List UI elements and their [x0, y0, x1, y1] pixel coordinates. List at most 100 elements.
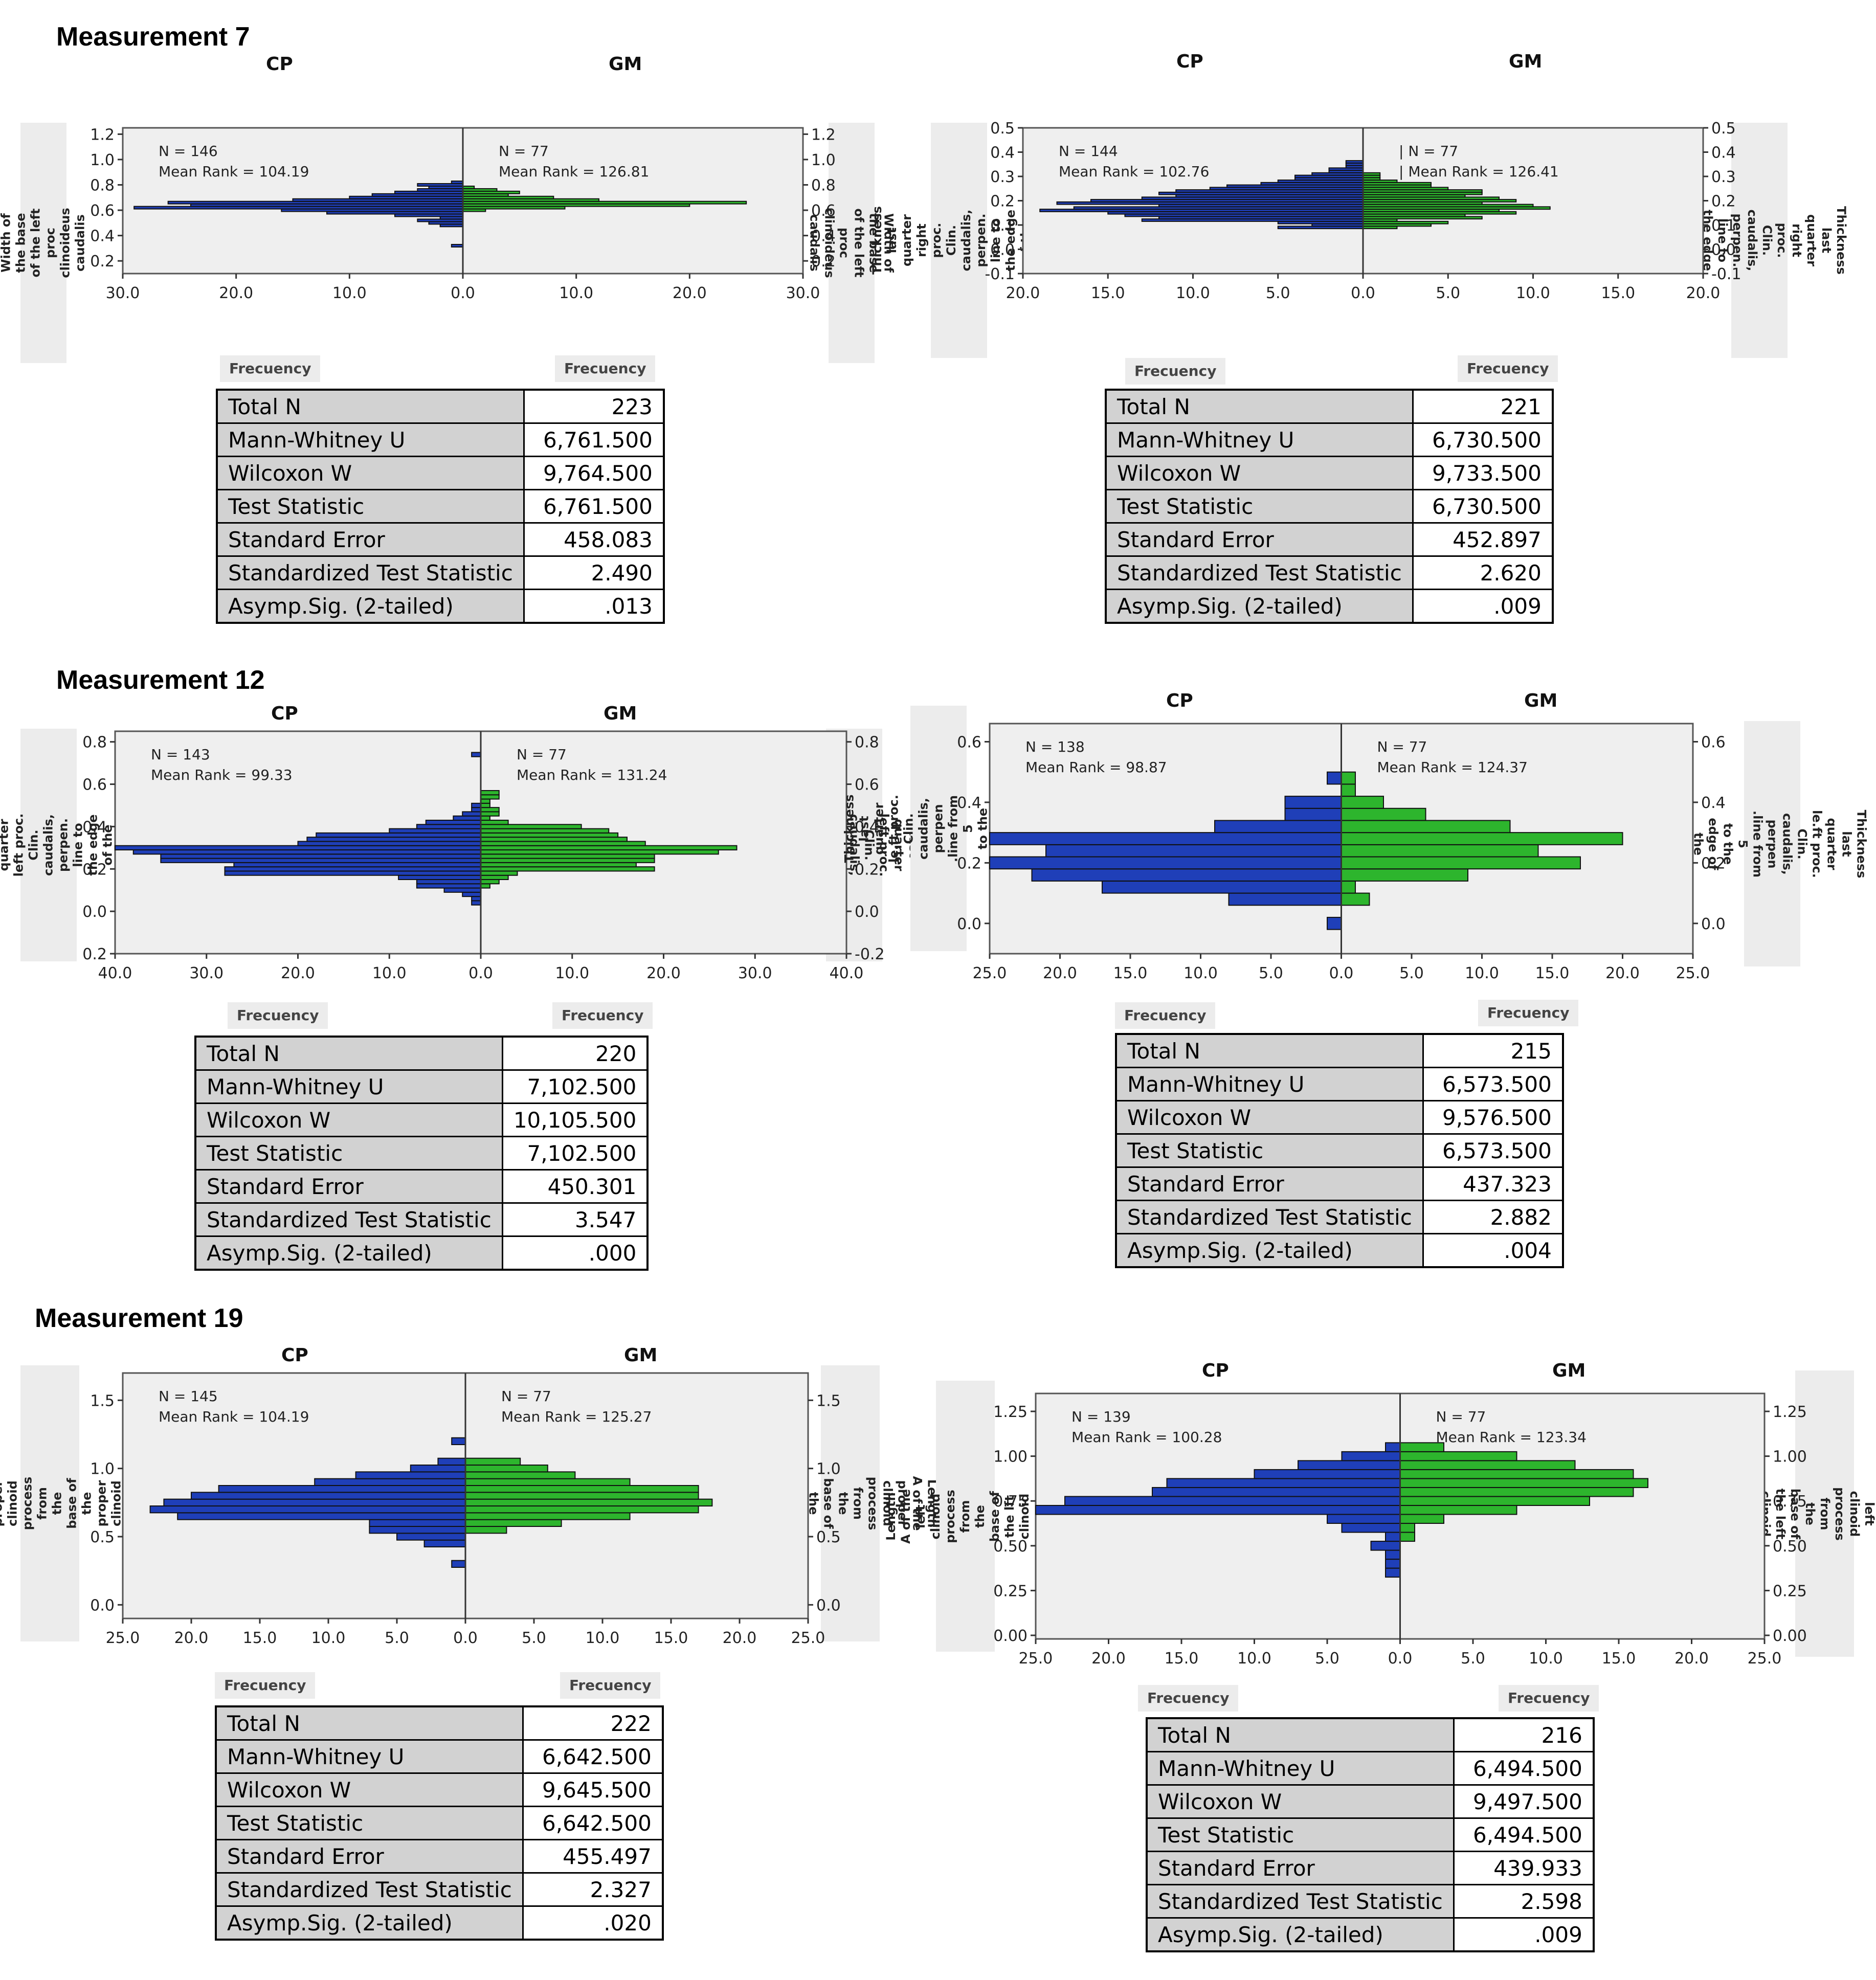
x-axis-label-right: Frecuency [1478, 1000, 1579, 1026]
x-tick-label: 20.0 [1091, 1650, 1126, 1668]
stat-label: Asymp.Sig. (2-tailed) [1105, 589, 1414, 624]
y-tick-label-left: 0.2 [82, 946, 107, 963]
x-tick-label: 30.0 [106, 284, 140, 302]
y-tick-label-right: 1.0 [811, 151, 836, 169]
stats-row: Standardized Test Statistic 2.490 [216, 555, 665, 590]
histogram-svg: 0.2 0.2 0.4 0.4 0.6 0.6 0.8 0.8 1.0 1.0 1.2 1.2 30.0… [90, 126, 836, 302]
bar-gm [465, 1526, 507, 1534]
x-tick-label: 20.0 [1006, 284, 1040, 302]
x-tick-label: 10.0 [1516, 284, 1550, 302]
bar-gm [465, 1512, 631, 1520]
stat-label: Asymp.Sig. (2-tailed) [1115, 1233, 1424, 1268]
stat-label: Standardized Test Statistic [216, 555, 525, 590]
stat-label: Standardized Test Statistic [1105, 555, 1414, 590]
group-label-cp: CP [281, 1345, 308, 1366]
y-tick-label-right: 0.2 [855, 861, 879, 879]
mean-rank-cp: Mean Rank = 98.87 [1025, 759, 1167, 776]
stats-row: Asymp.Sig. (2-tailed) .009 [1146, 1917, 1595, 1952]
x-tick-label: 20.0 [723, 1629, 757, 1647]
stat-value: 223 [523, 389, 665, 424]
x-tick-label: 5.0 [522, 1629, 546, 1647]
y-tick-label-right: 0.1 [1711, 217, 1736, 235]
y-tick-label-left: 0.8 [90, 177, 115, 195]
bar-gm [1399, 1532, 1415, 1542]
stats-table: Total N 220 Mann-Whitney U 7,102.500 Wilcoxo… [194, 1036, 649, 1271]
stats-row: Asymp.Sig. (2-tailed) .004 [1115, 1233, 1564, 1268]
chart-panel: CP GM Thickness last quarter le.ft proc.… [842, 0, 1869, 1299]
bar-gm [1399, 1496, 1590, 1506]
stat-value: 9,497.500 [1453, 1784, 1595, 1819]
x-tick-label: 25.0 [1748, 1650, 1782, 1668]
n-label-gm: N = 77 [501, 1388, 551, 1405]
x-tick-label: 20.0 [281, 964, 315, 982]
bar-cp [396, 1533, 466, 1541]
stat-label: Test Statistic [1146, 1817, 1455, 1852]
stats-row: Wilcoxon W 9,497.500 [1146, 1784, 1595, 1819]
y-tick-label-right: 0.4 [1711, 144, 1736, 162]
stat-label: Test Statistic [215, 1806, 524, 1840]
stats-table: Total N 215 Mann-Whitney U 6,573.500 Wilcoxo… [1115, 1033, 1564, 1268]
bar-gm [465, 1485, 699, 1493]
y-axis-label-left: Thickness last quarter le.ft proc. Clin.… [842, 706, 1035, 951]
chart-panel: CP GM Thickness last quarter left proc. … [0, 0, 936, 1299]
bar-cp [1298, 1460, 1401, 1470]
n-label-gm: | N = 77 [1399, 143, 1458, 160]
y-tick-label-left: 0.0 [990, 241, 1015, 259]
y-tick-label-right: 0.0 [1711, 241, 1736, 259]
y-tick-label-left: 0.4 [82, 818, 107, 836]
bar-cp [1341, 1523, 1401, 1533]
stats-row: Wilcoxon W 9,733.500 [1105, 456, 1554, 490]
stats-row: Standardized Test Statistic 2.620 [1105, 555, 1554, 590]
stats-row: Total N 222 [215, 1705, 664, 1741]
x-axis-label-right: Frecuency [1458, 355, 1558, 382]
stats-row: Standard Error 437.323 [1115, 1166, 1564, 1201]
stats-row: Wilcoxon W 9,764.500 [216, 456, 665, 490]
y-tick-label-left: 1.0 [90, 1460, 115, 1478]
bar-gm [1399, 1514, 1444, 1524]
mean-rank-cp: Mean Rank = 104.19 [159, 163, 309, 180]
mean-rank-gm: Mean Rank = 131.24 [517, 767, 667, 783]
bar-cp [1385, 1567, 1401, 1578]
y-tick-label-right: 0.0 [816, 1596, 841, 1614]
y-tick-label-right: 0.5 [1711, 120, 1736, 138]
y-axis-label-right: Thickness last quarter le.ft proc. Clin.… [1677, 721, 1869, 966]
x-tick-label: 40.0 [98, 964, 132, 982]
bar-cp [1385, 1549, 1401, 1560]
y-tick-label-right: 0.0 [1701, 915, 1726, 933]
x-tick-label: 25.0 [106, 1629, 140, 1647]
y-tick-label-left: 1.25 [993, 1403, 1028, 1421]
y-tick-label-left: 0.6 [90, 202, 115, 220]
stat-value: 2.598 [1453, 1884, 1595, 1919]
y-tick-label-left: 0.25 [993, 1582, 1028, 1600]
chart-panel: CP GM Length A of the proper clinoid pro… [0, 0, 940, 1980]
stat-value: 2.490 [523, 555, 665, 590]
stats-row: Total N 223 [216, 389, 665, 424]
stats-row: Test Statistic 6,761.500 [216, 489, 665, 524]
bar-cp [451, 1560, 466, 1568]
stats-row: Standard Error 455.497 [215, 1839, 664, 1874]
stat-value: 221 [1412, 389, 1554, 424]
stat-value: .020 [522, 1905, 664, 1941]
bar-cp [177, 1512, 466, 1520]
stat-label: Wilcoxon W [194, 1102, 503, 1137]
group-label-cp: CP [1202, 1360, 1229, 1381]
y-axis-label-left: Length A of the proper clinoid process f… [0, 1365, 139, 1641]
stats-table: Total N 221 Mann-Whitney U 6,730.500 Wilcoxo… [1105, 389, 1554, 624]
group-label-gm: GM [1509, 51, 1543, 72]
y-tick-label-left: 0.8 [82, 734, 107, 752]
stat-value: 455.497 [522, 1839, 664, 1874]
y-tick-label-left: 0.6 [82, 776, 107, 794]
y-tick-label-right: 0.4 [1701, 794, 1726, 812]
stats-row: Wilcoxon W 10,105.500 [194, 1102, 649, 1137]
stat-value: .009 [1453, 1917, 1595, 1952]
bar-gm [1399, 1469, 1634, 1479]
stat-label: Mann-Whitney U [1115, 1067, 1424, 1101]
stats-row: Mann-Whitney U 6,573.500 [1115, 1067, 1564, 1101]
x-tick-label: 5.0 [385, 1629, 409, 1647]
n-label-gm: N = 77 [517, 746, 567, 763]
mean-rank-gm: Mean Rank = 126.81 [499, 163, 649, 180]
stats-row: Standardized Test Statistic 3.547 [194, 1202, 649, 1237]
y-tick-label-left: 0.3 [990, 168, 1015, 186]
x-tick-label: 15.0 [1165, 1650, 1199, 1668]
stats-row: Mann-Whitney U 7,102.500 [194, 1069, 649, 1104]
